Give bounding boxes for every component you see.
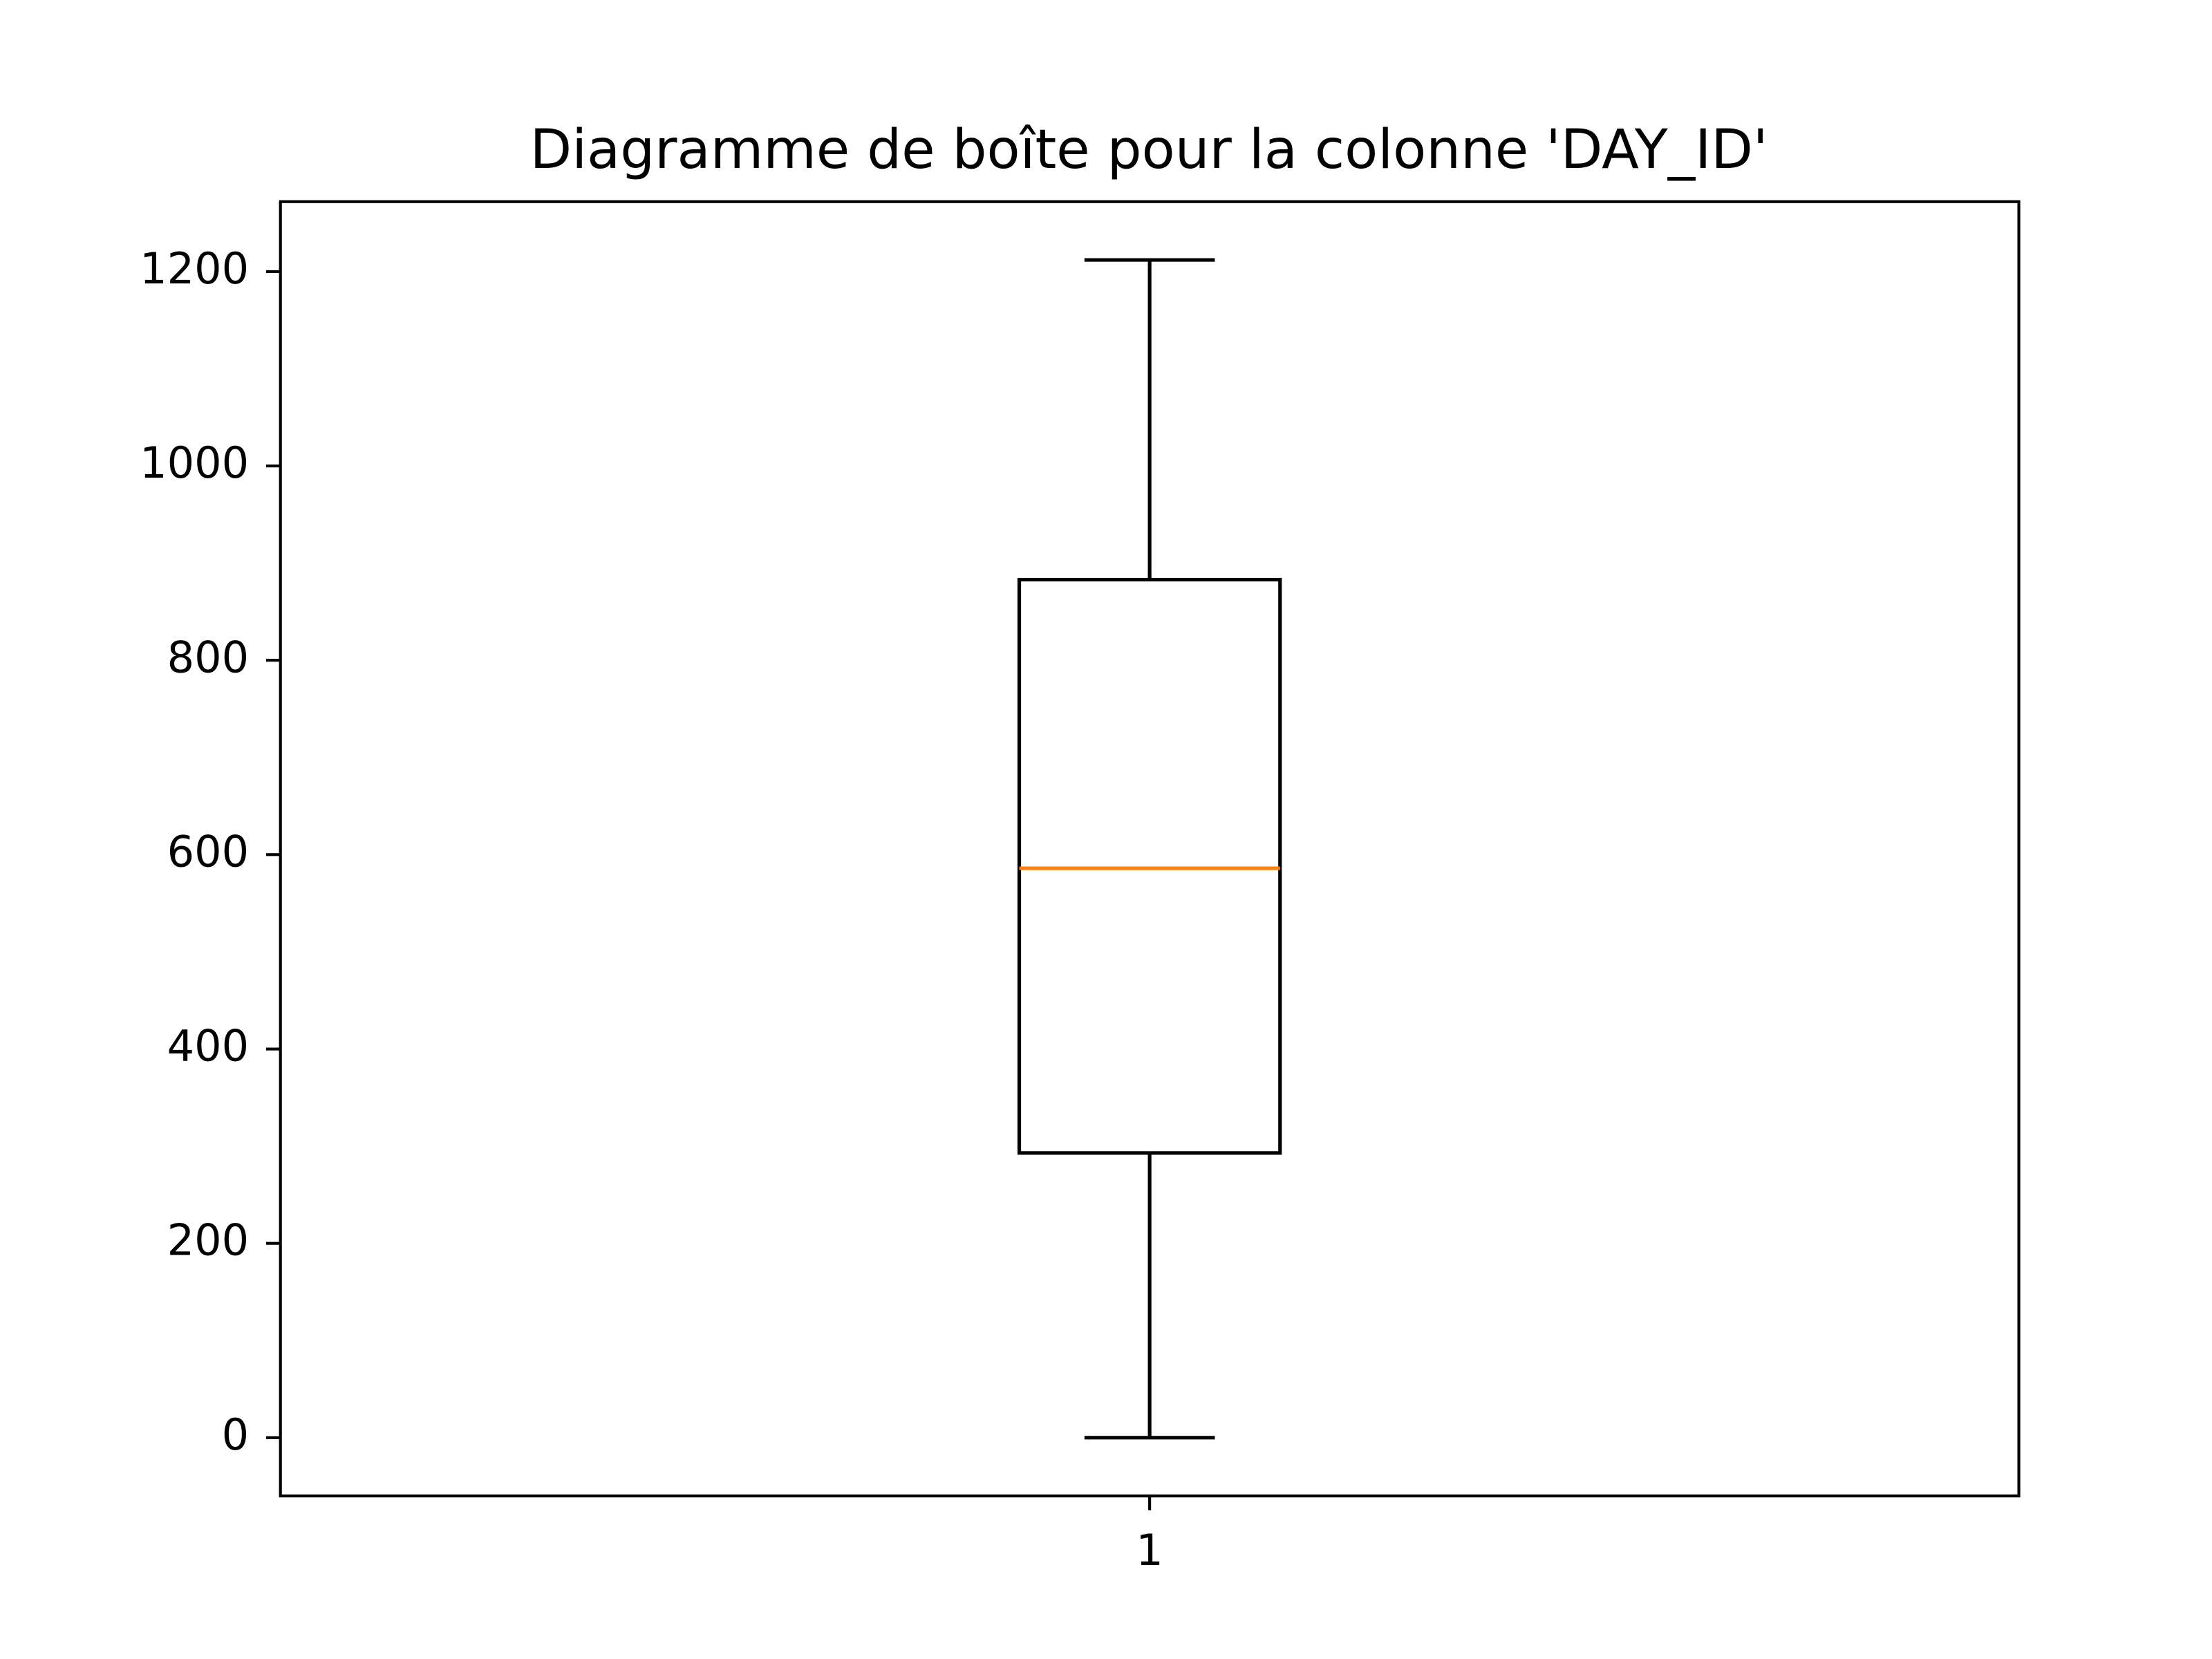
plot-frame <box>279 200 2021 1498</box>
x-tick-label: 1 <box>1136 1525 1163 1575</box>
y-tick-label: 1000 <box>140 438 249 488</box>
y-tick-label: 0 <box>222 1409 250 1460</box>
y-tick-label: 200 <box>167 1215 250 1266</box>
y-tick-label: 1200 <box>140 243 249 294</box>
y-tick-label: 400 <box>167 1021 250 1071</box>
chart-title: Diagramme de boîte pour la colonne 'DAY_… <box>530 118 1768 181</box>
box <box>1017 577 1282 1155</box>
y-tick-label: 800 <box>167 632 250 682</box>
y-tick-label: 600 <box>167 826 250 877</box>
